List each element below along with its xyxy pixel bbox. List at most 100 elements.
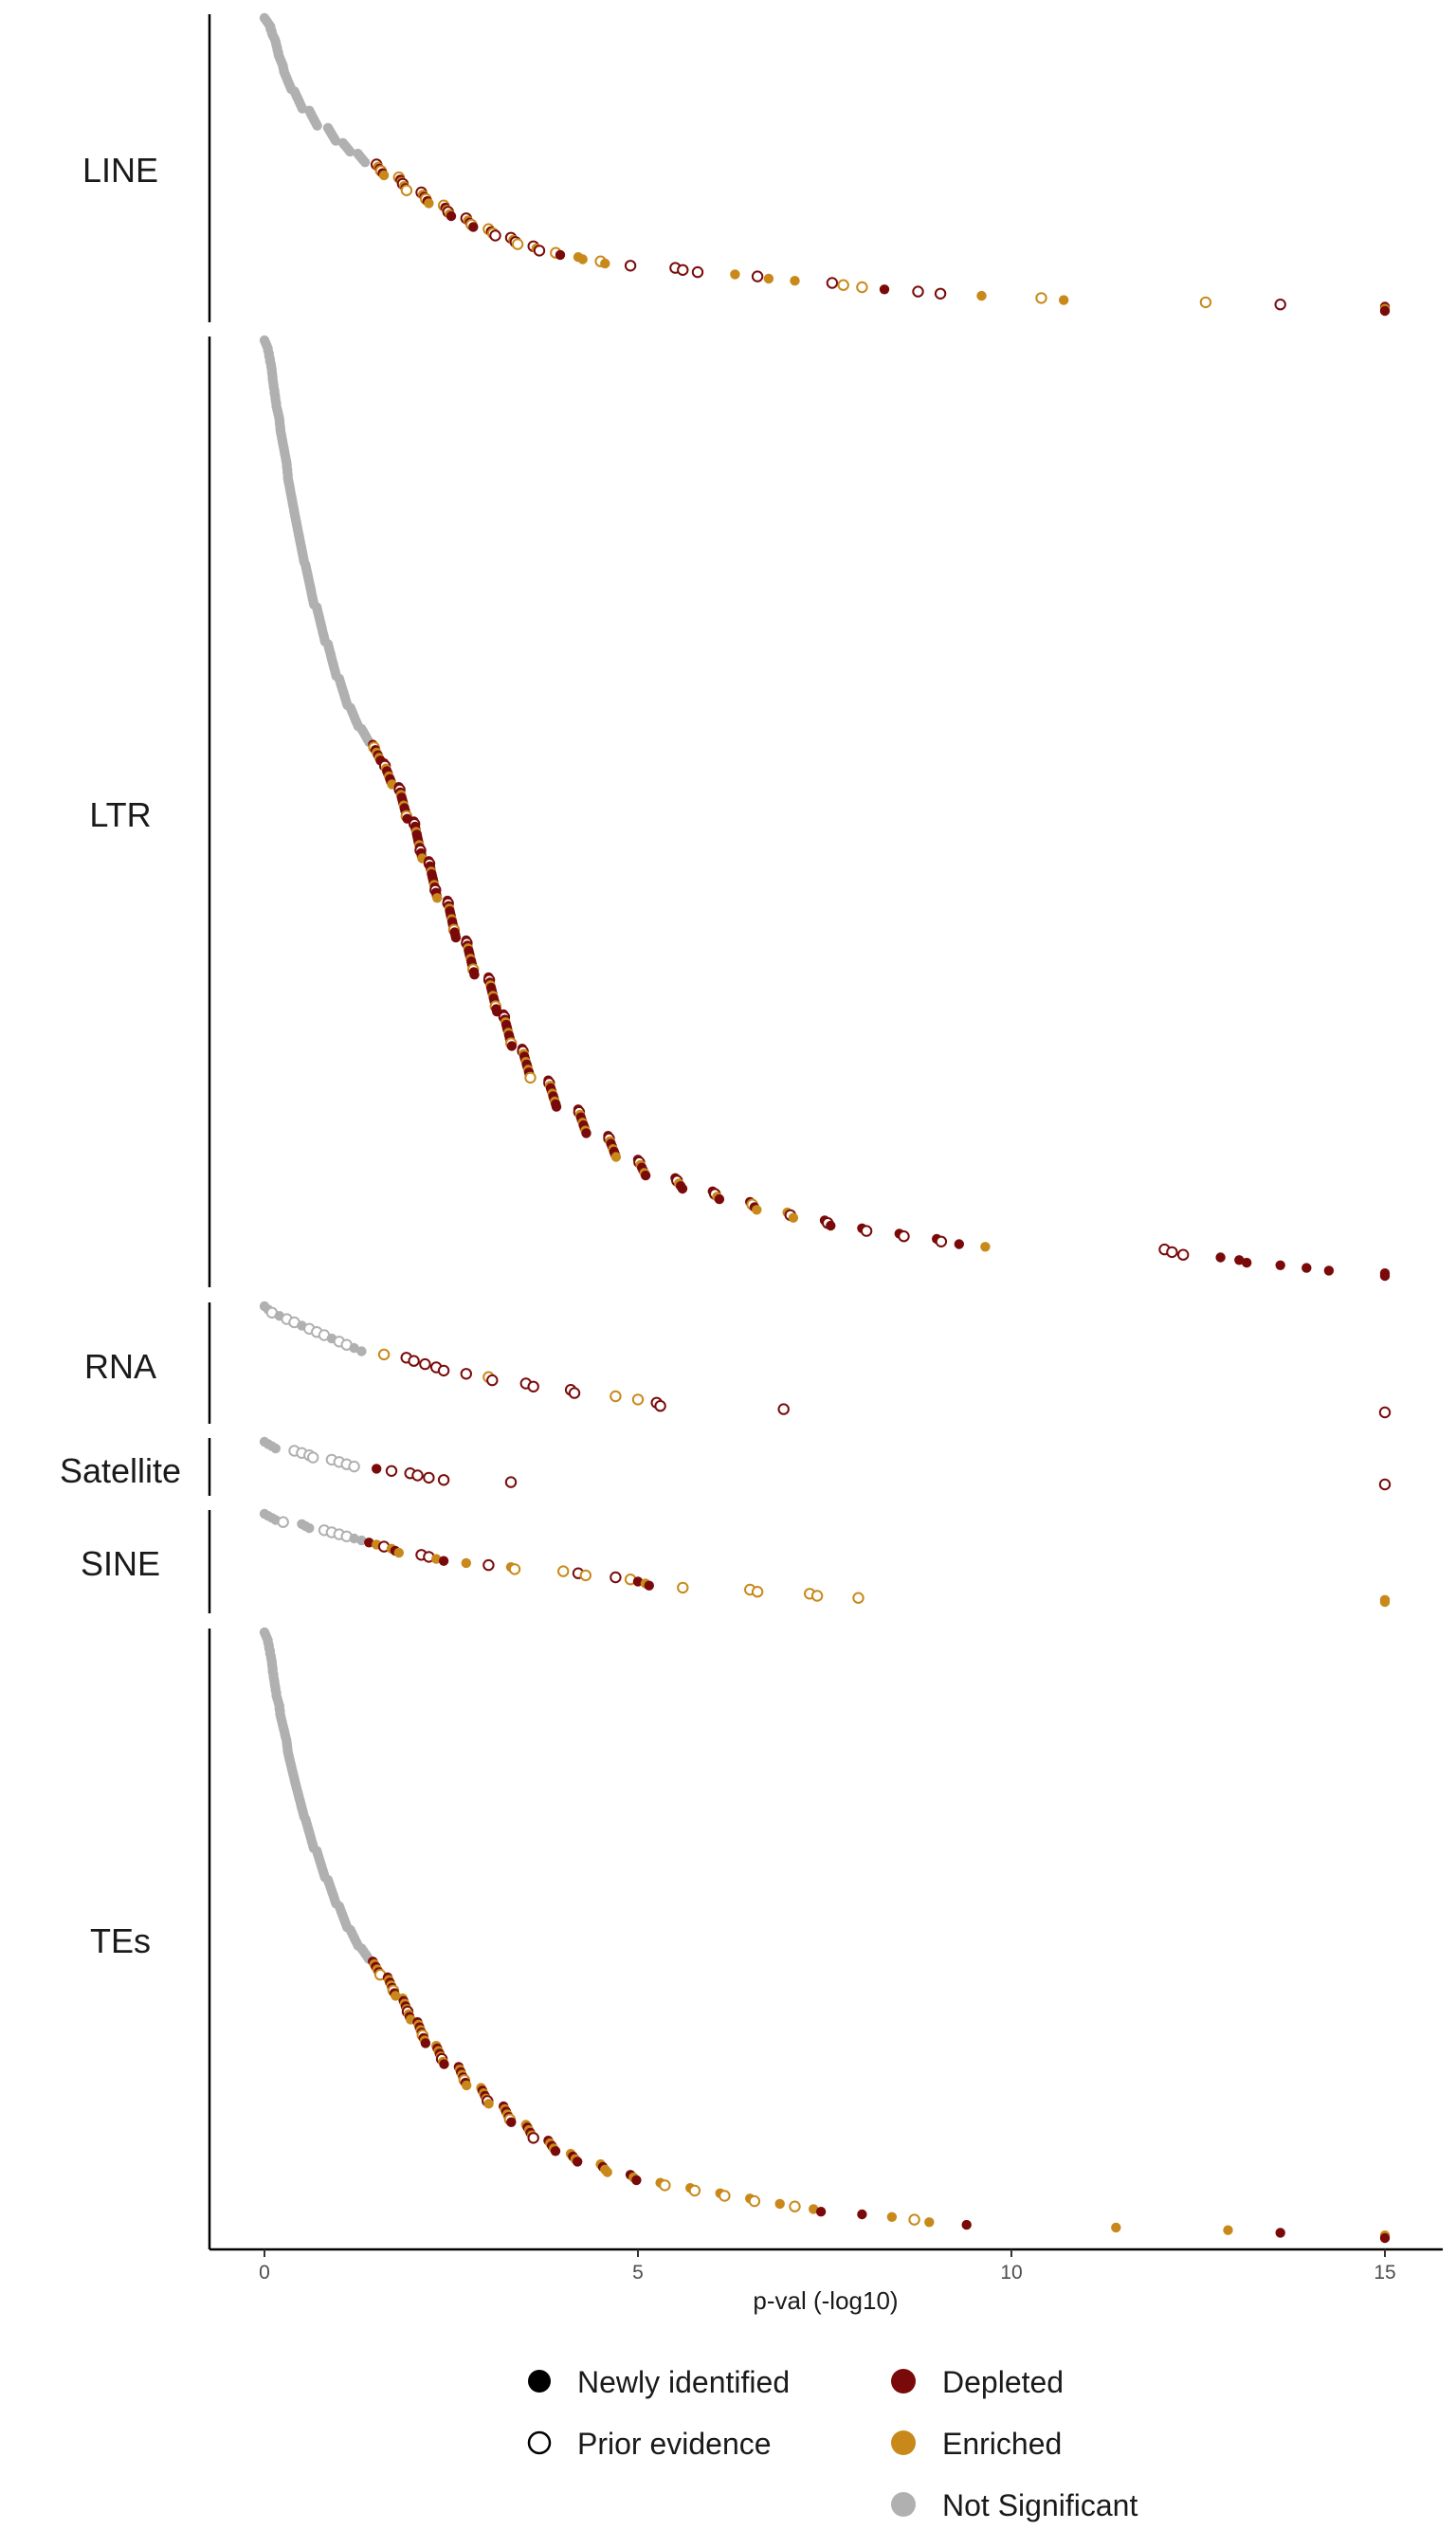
data-point bbox=[1035, 292, 1047, 304]
data-point bbox=[610, 1571, 622, 1584]
data-point bbox=[573, 2157, 583, 2167]
data-point bbox=[624, 260, 637, 272]
data-point bbox=[961, 2219, 972, 2230]
data-point bbox=[1323, 1265, 1335, 1276]
data-point bbox=[632, 1576, 644, 1587]
data-point bbox=[385, 1465, 398, 1478]
data-point bbox=[809, 2204, 819, 2214]
data-point bbox=[508, 1563, 521, 1575]
data-point bbox=[460, 1368, 472, 1380]
data-point bbox=[1274, 299, 1286, 311]
data-point bbox=[631, 1393, 645, 1406]
data-point bbox=[304, 1522, 315, 1534]
data-point bbox=[378, 170, 390, 181]
legend-prior-evidence-marker bbox=[527, 2430, 552, 2455]
legend-prior-evidence-label: Prior evidence bbox=[577, 2427, 772, 2461]
data-point bbox=[483, 2099, 494, 2109]
data-point bbox=[1378, 1478, 1392, 1491]
data-point bbox=[349, 1342, 359, 1354]
data-point bbox=[579, 1569, 592, 1582]
data-point bbox=[980, 1242, 991, 1252]
data-point bbox=[815, 2207, 827, 2217]
data-point bbox=[719, 2190, 731, 2202]
data-point bbox=[644, 1580, 654, 1591]
data-point bbox=[857, 2209, 867, 2220]
data-point bbox=[777, 1403, 790, 1415]
data-point bbox=[788, 1212, 799, 1223]
data-point bbox=[419, 1357, 431, 1371]
data-point bbox=[610, 1390, 622, 1403]
data-point bbox=[348, 1460, 360, 1473]
panel-label: LTR bbox=[89, 795, 151, 834]
data-point bbox=[437, 1364, 450, 1377]
panel-label: Satellite bbox=[60, 1451, 181, 1490]
data-point bbox=[551, 1101, 562, 1112]
data-point bbox=[976, 290, 987, 301]
data-point bbox=[714, 1193, 725, 1205]
data-point bbox=[954, 1239, 964, 1249]
data-point bbox=[886, 2211, 898, 2222]
data-point bbox=[393, 1547, 404, 1558]
data-point bbox=[277, 1516, 289, 1528]
panel-label: TEs bbox=[90, 1921, 151, 1960]
data-point bbox=[1275, 1260, 1285, 1271]
legend-not-significant-label: Not Significant bbox=[942, 2488, 1138, 2522]
data-point bbox=[411, 1469, 424, 1482]
legend-enriched-label: Enriched bbox=[942, 2427, 1062, 2461]
legend-newly-identified-label: Newly identified bbox=[577, 2365, 790, 2399]
data-point bbox=[450, 932, 462, 943]
data-point bbox=[1059, 295, 1069, 305]
data-point bbox=[1234, 1255, 1245, 1265]
data-point bbox=[432, 893, 443, 903]
data-point bbox=[345, 146, 355, 157]
data-point bbox=[312, 120, 322, 131]
data-point bbox=[423, 1471, 435, 1484]
data-point bbox=[677, 1183, 688, 1194]
data-point bbox=[1111, 2222, 1121, 2233]
data-point bbox=[751, 270, 764, 282]
data-point bbox=[898, 1230, 910, 1243]
panel-line: LINE bbox=[82, 12, 1391, 322]
data-point bbox=[555, 249, 566, 261]
data-point bbox=[1379, 2232, 1391, 2244]
data-point bbox=[1378, 1406, 1392, 1419]
x-tick-label: 10 bbox=[1000, 2262, 1022, 2284]
data-point bbox=[557, 1565, 570, 1577]
data-point bbox=[677, 264, 689, 276]
data-point bbox=[688, 2184, 701, 2197]
data-point bbox=[1301, 1263, 1312, 1273]
data-point bbox=[446, 210, 457, 222]
data-point bbox=[504, 1476, 518, 1488]
data-point bbox=[1177, 1248, 1190, 1261]
data-point bbox=[860, 1225, 873, 1237]
data-point bbox=[400, 184, 413, 197]
data-point bbox=[677, 1581, 689, 1594]
x-axis-title: p-val (-log10) bbox=[753, 2286, 898, 2315]
panel-sine: SINE bbox=[81, 1508, 1391, 1613]
panel-label: RNA bbox=[84, 1347, 156, 1386]
panels: LINE LTR RNA Satellite SINE TEs bbox=[60, 12, 1392, 2249]
data-point bbox=[1379, 1596, 1391, 1608]
data-point bbox=[550, 2146, 561, 2157]
data-point bbox=[654, 1400, 666, 1412]
data-point bbox=[527, 2132, 539, 2144]
data-point bbox=[349, 1533, 359, 1544]
data-point bbox=[1223, 2225, 1233, 2235]
data-point bbox=[912, 285, 924, 298]
data-point bbox=[439, 2059, 449, 2069]
panel-ltr: LTR bbox=[89, 335, 1391, 1287]
data-point bbox=[774, 2198, 785, 2210]
data-point bbox=[524, 1071, 537, 1084]
data-point bbox=[790, 276, 800, 286]
data-point bbox=[826, 1220, 836, 1231]
legend-depleted-label: Depleted bbox=[942, 2365, 1064, 2399]
data-point bbox=[533, 245, 546, 257]
data-point bbox=[856, 281, 868, 294]
data-point bbox=[730, 269, 740, 280]
data-point bbox=[924, 2217, 935, 2228]
data-point bbox=[356, 1535, 367, 1546]
data-point bbox=[506, 2117, 517, 2127]
data-point bbox=[934, 287, 947, 300]
data-point bbox=[270, 1443, 281, 1454]
